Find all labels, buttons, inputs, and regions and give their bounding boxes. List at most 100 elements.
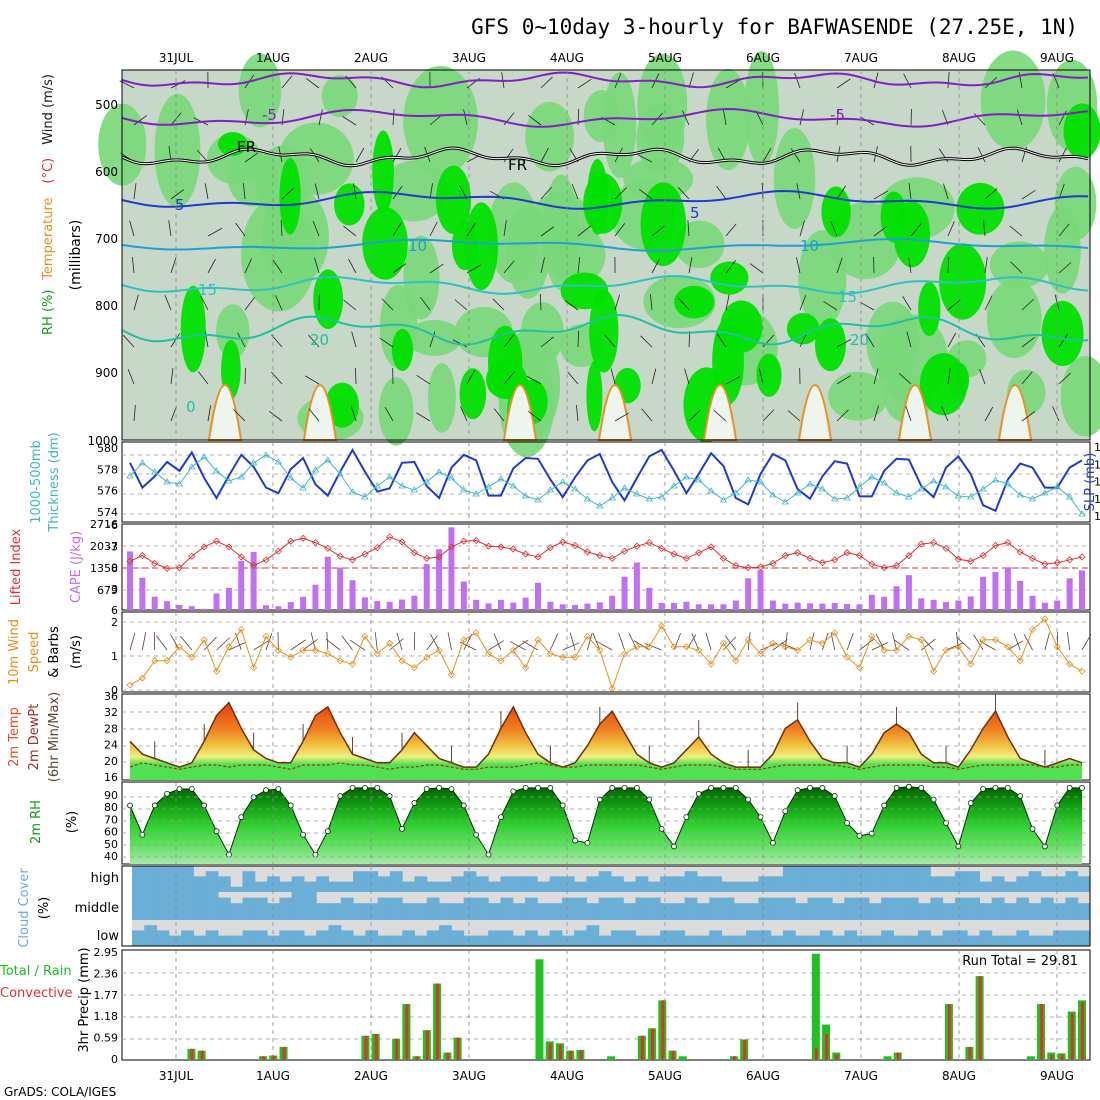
cloud-cell (930, 935, 944, 946)
lifted-index-marker (336, 552, 344, 560)
cape-bar (868, 594, 875, 610)
rh-blob (710, 261, 749, 295)
cape-bar (547, 601, 554, 610)
wind-barb (326, 632, 329, 651)
cloud-cell (893, 897, 907, 920)
thickness-marker (620, 484, 629, 491)
cloud-cell (1053, 930, 1066, 946)
lifted-index-marker (905, 551, 913, 560)
cloud-cell (168, 892, 182, 920)
wind-speed-marker (348, 660, 357, 668)
cape-bar (559, 604, 566, 610)
cape-bar (337, 567, 344, 610)
wind-barb (540, 226, 555, 237)
wind-speed-marker (546, 650, 554, 658)
rh-blob (435, 165, 472, 235)
wind-barb (503, 112, 515, 126)
wind-barb (705, 632, 712, 651)
cloud-cell (647, 881, 661, 892)
slp-tick: 1014 (1094, 458, 1100, 471)
rh-marker (213, 828, 220, 835)
date-label-bottom: 6AUG (746, 1069, 780, 1083)
lifted-index-marker (250, 562, 258, 570)
pressure-tick: 500 (95, 98, 118, 112)
wind-speed-marker (151, 657, 159, 665)
thickness-marker (979, 485, 987, 492)
temp-axis-label: (6hr Min/Max) (47, 692, 62, 782)
cloud-cell (303, 935, 317, 946)
wind-barb (650, 294, 653, 311)
thickness-marker (744, 476, 752, 483)
rh-blob (391, 328, 414, 372)
cape-bar (955, 600, 962, 610)
wind-barb (947, 368, 951, 385)
thickness-marker (299, 484, 307, 491)
cloud-cell (893, 866, 907, 892)
surface-heating-contour (302, 384, 338, 441)
rh-blob (378, 377, 414, 446)
rh-blob (636, 103, 685, 174)
thickness-marker (423, 478, 431, 485)
lifted-index-marker (522, 550, 530, 558)
lifted-index-marker (868, 560, 876, 568)
cloud-cell (905, 866, 919, 892)
cloud-cell (721, 935, 735, 946)
cape-bar (1054, 600, 1061, 610)
wind-barb (392, 222, 402, 237)
wind-barb (567, 371, 579, 385)
date-label-bottom: 2AUG (354, 1069, 388, 1083)
cloud-cell (377, 935, 391, 946)
rh-marker (275, 786, 282, 792)
thickness-marker (385, 473, 394, 480)
lifted-index-marker (892, 562, 901, 570)
wind-speed-marker (225, 643, 233, 651)
wind-barb (725, 223, 737, 237)
thickness-marker (1041, 489, 1049, 496)
rh-tick: 90 (104, 789, 118, 802)
wind-barb (463, 109, 468, 126)
wind-speed-marker (1066, 660, 1074, 668)
pressure-tick: 600 (95, 165, 118, 179)
cloud-cell (193, 935, 207, 946)
wind-barb (526, 375, 542, 385)
wind-tick: 2 (111, 616, 118, 629)
cape-bar (769, 600, 776, 610)
lifted-index-marker (262, 556, 270, 564)
cloud-cell (1016, 876, 1030, 892)
wind-barb (794, 72, 801, 89)
wind-barb (836, 109, 839, 126)
precip-convective-bar (968, 1046, 972, 1060)
wind-barb (640, 335, 653, 348)
lifted-index-marker (274, 547, 282, 555)
cloud-cell (389, 871, 403, 892)
thickness-marker (361, 493, 369, 500)
date-label-bottom: 5AUG (648, 1069, 682, 1083)
lifted-index-marker (361, 550, 369, 558)
cloud-cell (217, 935, 231, 946)
lifted-index-marker (781, 551, 789, 560)
cloud-cell (709, 930, 723, 946)
cloud-cell (426, 930, 440, 946)
lifted-index-marker (1016, 548, 1024, 556)
rh-blob (321, 74, 358, 118)
wind-barb (577, 330, 579, 348)
rh-marker (1017, 793, 1024, 799)
cloud-cell (598, 871, 612, 892)
cloud-cell (267, 935, 280, 946)
thickness-tick: 578 (97, 463, 118, 476)
cloud-cell (1077, 876, 1091, 892)
cape-bar (658, 603, 665, 610)
wind-barb (725, 294, 730, 311)
precip-convective-bar (947, 1004, 951, 1060)
cloud-cell (770, 876, 784, 892)
wind-barb (1058, 372, 1071, 385)
cape-bar (1017, 580, 1024, 610)
wind-barb (416, 374, 431, 385)
temp-2m-panel: 36 32 28 24 20 16 2m Temp 2m DewPt (6hr Min/Max) (7, 690, 1091, 784)
wind-barb (945, 642, 963, 651)
wind-barb (910, 223, 922, 237)
precip-frame (121, 949, 1091, 1061)
cape-bar (695, 604, 702, 610)
rh-blob (464, 202, 498, 291)
slp-tick: 1016 (1094, 441, 1100, 454)
